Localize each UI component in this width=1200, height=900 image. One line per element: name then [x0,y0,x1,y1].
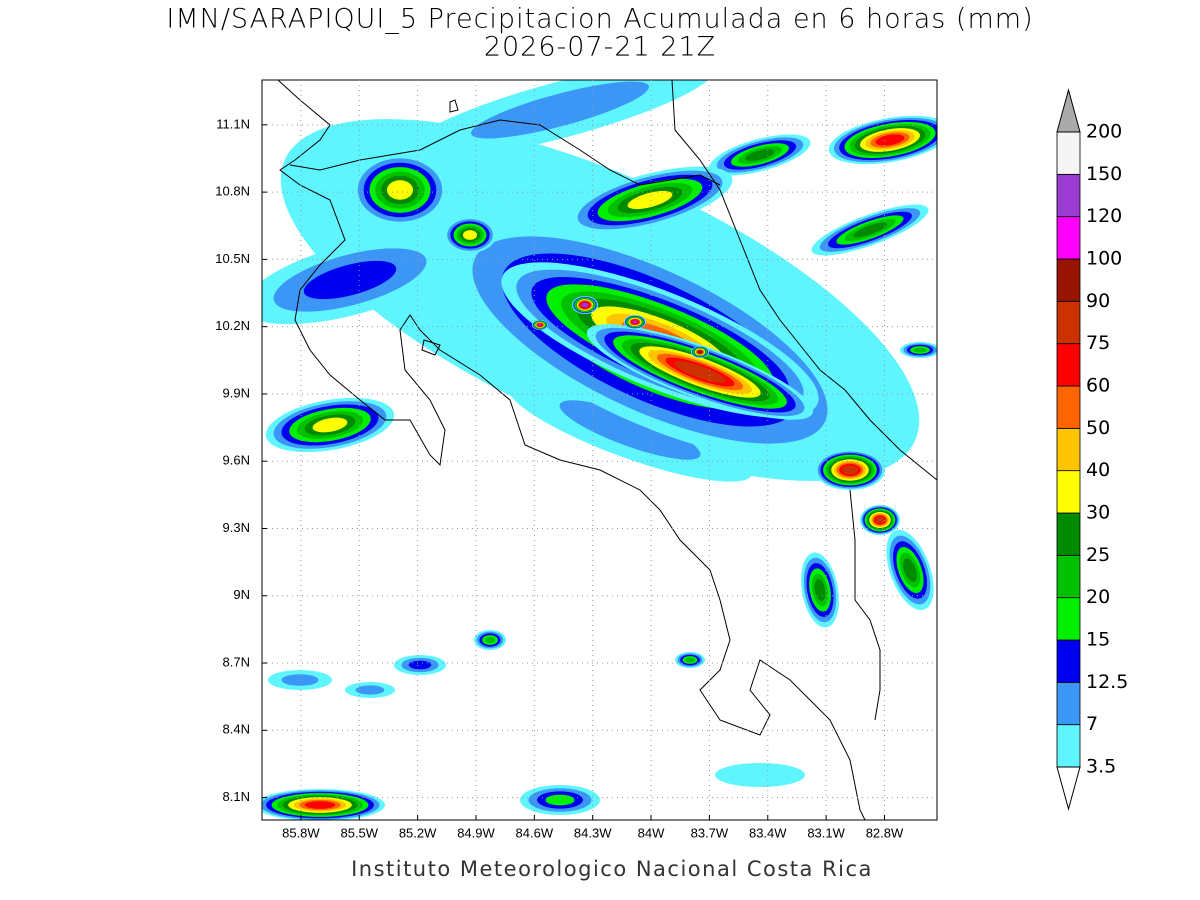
colorbar-over [1056,88,1081,133]
colorbar-label: 25 [1086,544,1110,566]
colorbar-label: 60 [1086,375,1110,397]
y-tick-label: 10.8N [215,184,250,199]
colorbar-label: 150 [1086,163,1122,185]
precip-contour [355,685,385,695]
colorbar-band [1056,724,1081,768]
precip-contour [559,400,701,460]
y-tick-label: 10.2N [215,318,250,333]
precip-field [262,80,937,820]
x-tick-label: 84.3W [574,825,612,840]
colorbar-band [1056,470,1081,514]
colorbar-label: 50 [1086,417,1110,439]
x-tick-label: 85.5W [340,825,378,840]
precip-contour [842,465,858,475]
colorbar-label: 15 [1086,629,1110,651]
x-tick-label: 82.8W [866,825,904,840]
precip-contour [303,260,397,300]
x-tick-label: 83.7W [691,825,729,840]
lake [449,99,459,113]
x-tick-label: 84.6W [516,825,554,840]
precip-contour [281,674,319,686]
colorbar-label: 20 [1086,586,1110,608]
coastline [277,80,866,820]
border-south [849,489,881,721]
x-tick-label: 84.9W [457,825,495,840]
precip-contour [386,180,414,200]
colorbar-band [1056,173,1081,218]
colorbar-band [1056,554,1081,599]
y-tick-label: 9.9N [223,385,250,400]
precip-contour [462,230,478,240]
precip-contour [903,558,917,582]
colorbar-label: 12.5 [1086,671,1128,693]
precip-contour [408,660,432,670]
y-tick-label: 8.1N [223,789,250,804]
colorbar-label: 100 [1086,248,1122,270]
y-tick-label: 9.6N [223,453,250,468]
border-north [289,119,721,186]
y-tick-label: 9.3N [223,520,250,535]
x-tick-label: 83.1W [807,825,845,840]
colorbar-under [1056,766,1081,811]
precip-contour [632,320,638,324]
colorbar-label: 75 [1086,332,1110,354]
precip-contour [538,323,542,327]
y-tick-label: 8.4N [223,722,250,737]
colorbar-label: 30 [1086,502,1110,524]
precip-contour [875,134,905,146]
colorbar-label: 200 [1086,121,1122,143]
precip-contour [852,222,888,238]
colorbar-band [1056,597,1081,641]
coastlines [277,80,937,820]
colorbar-band [1056,681,1081,726]
colorbar-label: 3.5 [1086,756,1116,778]
colorbar-band [1056,343,1081,387]
colorbar-band [1056,512,1081,556]
colorbar-band [1056,300,1081,345]
caribbean-coast [671,80,937,481]
title: IMN/SARAPIQUI_5 Precipitacion Acumulada … [166,4,1033,35]
precip-contour [674,361,726,383]
precip-contour [875,516,885,524]
footer: Instituto Meteorologico Nacional Costa R… [351,857,873,881]
x-tick-label: 85.2W [399,825,437,840]
colorbar-label: 40 [1086,459,1110,481]
precip-contour [745,149,775,161]
precip-contour [582,303,588,307]
precip-contour [913,347,927,353]
precip-contour [627,190,673,210]
y-tick-label: 9N [233,587,250,602]
colorbar-label: 120 [1086,205,1122,227]
precip-contour [484,636,496,644]
x-tick-label: 85.8W [282,825,320,840]
x-tick-label: 84W [638,825,665,840]
plot-frame [261,79,938,821]
precip-contour [685,657,695,663]
x-tick-label: 83.4W [749,825,787,840]
subtitle: 2026-07-21 21Z [484,32,716,63]
precip-contour [304,801,336,809]
precip-contour [715,763,805,787]
y-tick-label: 10.5N [215,251,250,266]
colorbar-band [1056,385,1081,429]
colorbar-band [1056,427,1081,472]
precip-contour [545,794,575,806]
precip-contour [471,81,649,139]
colorbar-band [1056,216,1081,260]
precip-contour [698,350,702,354]
island [421,339,441,356]
colorbar-label: 90 [1086,290,1110,312]
colorbar-label: 7 [1086,713,1098,735]
y-tick-label: 8.7N [223,654,250,669]
colorbar-band [1056,131,1081,175]
precip-contour [312,417,348,433]
colorbar-band [1056,258,1081,302]
y-tick-label: 11.1N [216,116,250,131]
colorbar-band [1056,639,1081,683]
